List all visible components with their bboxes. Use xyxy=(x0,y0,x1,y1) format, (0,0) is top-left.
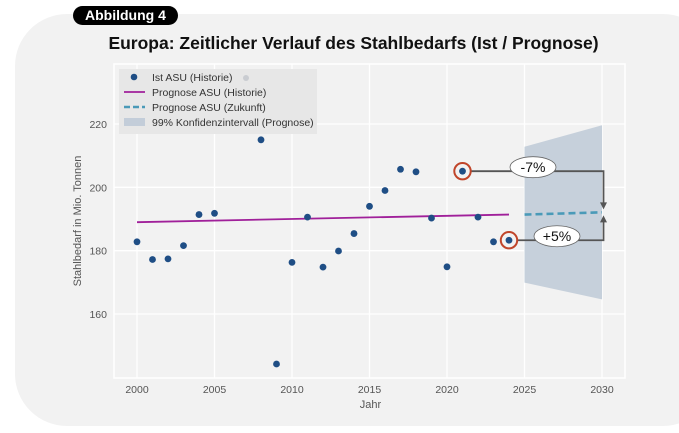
y-tick-label: 160 xyxy=(89,309,107,321)
scatter-points xyxy=(133,136,513,368)
data-point xyxy=(195,211,203,218)
x-tick-label: 2000 xyxy=(125,384,149,396)
x-tick-label: 2010 xyxy=(280,384,304,396)
legend-band-icon xyxy=(124,118,145,126)
trend-line-future xyxy=(524,211,603,216)
arrow-head xyxy=(600,215,607,223)
x-tick-label: 2020 xyxy=(435,384,459,396)
data-point xyxy=(257,136,265,144)
arrow-head xyxy=(600,202,607,210)
data-point xyxy=(459,167,466,175)
y-tick-label: 220 xyxy=(89,119,107,131)
y-tick-label: 180 xyxy=(89,246,107,258)
x-tick-label: 2030 xyxy=(590,384,614,396)
data-point xyxy=(350,230,358,237)
data-point xyxy=(490,238,497,246)
data-point xyxy=(412,168,420,176)
legend-ghost-dot xyxy=(243,75,249,81)
data-point xyxy=(273,360,280,368)
data-point xyxy=(397,165,404,173)
legend-label: Prognose ASU (Zukunft) xyxy=(152,102,266,114)
x-tick-label: 2025 xyxy=(513,384,537,396)
annotation-label: +5% xyxy=(543,228,571,244)
data-point xyxy=(428,214,435,222)
data-point xyxy=(304,213,311,221)
x-tick-label: 2005 xyxy=(203,384,227,396)
trend-line-historic xyxy=(136,213,510,224)
trend-lines xyxy=(136,211,603,224)
data-point xyxy=(366,202,373,210)
data-point xyxy=(133,238,141,246)
chart-title: Europa: Zeitlicher Verlauf des Stahlbeda… xyxy=(108,33,599,53)
data-point xyxy=(319,263,327,271)
x-tick-label: 2015 xyxy=(358,384,382,396)
annotation-label: -7% xyxy=(521,159,546,175)
legend-label: Prognose ASU (Historie) xyxy=(152,87,266,99)
legend-point-icon xyxy=(130,73,138,81)
annotation-bubble xyxy=(533,225,581,248)
annotations: -7% +5% xyxy=(453,156,607,250)
data-point xyxy=(505,236,513,244)
annotation-bubble xyxy=(509,156,557,179)
data-point xyxy=(180,242,187,250)
data-point xyxy=(474,213,482,221)
legend-label: 99% Konfidenzintervall (Prognose) xyxy=(152,117,314,129)
highlight-ring xyxy=(453,161,472,181)
legend: Ist ASU (Historie) Prognose ASU (Histori… xyxy=(119,69,317,134)
y-tick-label: 200 xyxy=(89,182,107,194)
legend-box xyxy=(119,69,317,134)
data-point xyxy=(443,263,451,271)
data-point xyxy=(335,247,342,255)
legend-label: Ist ASU (Historie) xyxy=(152,72,233,84)
x-axis-label: Jahr xyxy=(360,399,382,411)
x-axis-ticks: 2000 2005 2010 2015 2020 2025 2030 xyxy=(125,384,614,396)
data-point xyxy=(288,258,296,266)
data-point xyxy=(381,187,389,194)
data-point xyxy=(164,255,172,263)
y-axis-ticks: 160 180 200 220 xyxy=(89,119,107,321)
figure-badge: Abbildung 4 xyxy=(73,6,178,25)
data-point xyxy=(211,209,218,217)
data-point xyxy=(149,256,156,263)
y-axis-label: Stahlbedarf in Mio. Tonnen xyxy=(72,156,84,287)
highlight-ring xyxy=(499,231,519,250)
